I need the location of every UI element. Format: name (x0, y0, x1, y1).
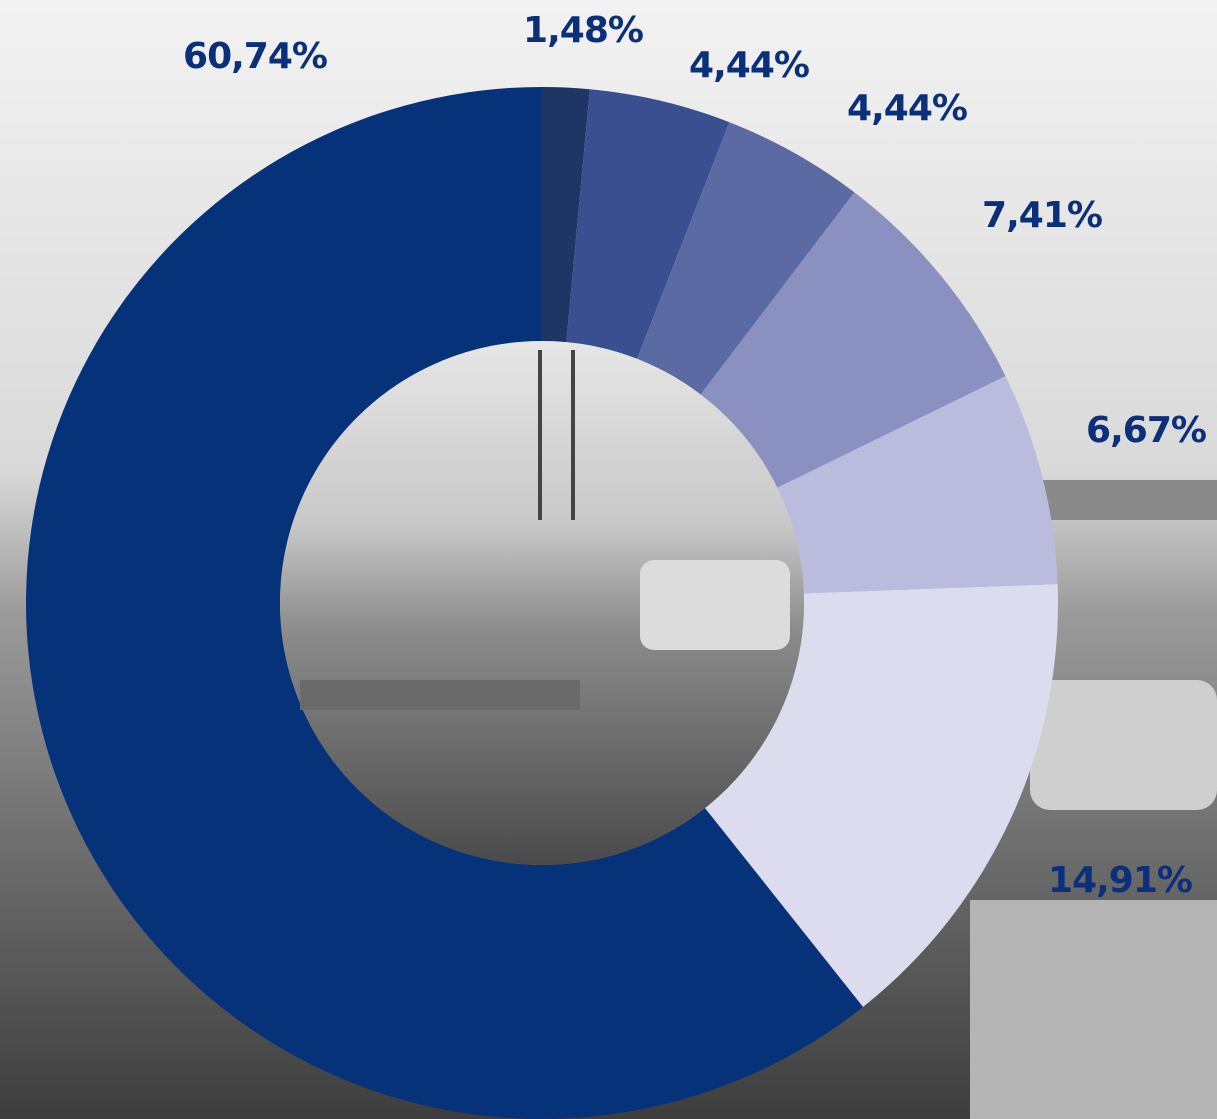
boat (640, 560, 790, 650)
pier (300, 680, 580, 710)
chart: 1,48% 4,44% 4,44% 7,41% 6,67% 14,91% 60,74% (0, 0, 1217, 1119)
data-label: 4,44% (847, 88, 967, 129)
shore (1040, 480, 1217, 520)
data-label: 14,91% (1048, 860, 1192, 901)
data-label: 6,67% (1086, 410, 1206, 451)
boat (1030, 680, 1217, 810)
data-label: 7,41% (982, 195, 1102, 236)
data-label: 4,44% (689, 45, 809, 86)
data-label: 1,48% (523, 10, 643, 51)
data-label: 60,74% (183, 36, 327, 77)
quay (970, 900, 1217, 1119)
